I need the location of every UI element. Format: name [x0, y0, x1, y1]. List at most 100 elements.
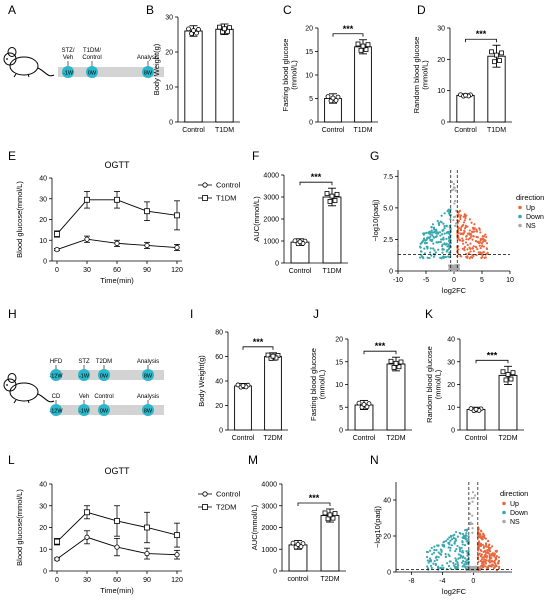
point-up [463, 215, 466, 218]
point-up [475, 230, 479, 233]
point-down [449, 567, 452, 570]
y-tick-label: 20 [215, 403, 223, 410]
x-tick-label: T2DM [263, 435, 282, 442]
legend-marker [502, 519, 506, 524]
point-up [480, 553, 484, 556]
data-point [510, 370, 516, 376]
line-chart-L: OGTT 0 10 20 30 40 Blood glucose(mmol/L) 0 30 60 9… [15, 466, 241, 595]
point-up [484, 233, 487, 236]
y-tick-label: 0 [387, 570, 391, 577]
y-tick-label: 60 [215, 354, 223, 361]
point-down [443, 242, 446, 245]
point-down [442, 222, 445, 225]
point-down [461, 551, 465, 554]
data-point [327, 512, 333, 518]
data-point [114, 544, 120, 550]
legend-marker [518, 223, 522, 228]
y-tick-label: 40 [39, 176, 47, 183]
timeline-dot [98, 404, 110, 416]
x-tick-label: 90 [143, 267, 151, 274]
legend-label: Up [526, 205, 535, 212]
point-ns [469, 512, 472, 515]
point-ns [471, 500, 474, 503]
point-ns [472, 496, 475, 500]
point-up [477, 540, 481, 543]
point-down [432, 242, 435, 245]
data-point [329, 193, 335, 199]
significance-label: *** [309, 493, 320, 503]
data-point [174, 244, 180, 251]
point-down [426, 245, 429, 249]
point-down [438, 231, 442, 234]
point-up [459, 228, 463, 232]
point-down [448, 536, 451, 539]
point-down [456, 565, 459, 569]
point-down [433, 249, 436, 252]
data-point [174, 552, 180, 558]
point-down [466, 542, 469, 545]
point-down [425, 231, 428, 234]
y-tick-label: 3000 [263, 195, 279, 202]
mouse-ear [7, 47, 17, 57]
significance-bracket [475, 359, 509, 364]
x-tick-label: T2DM [498, 435, 517, 442]
point-down [440, 214, 443, 217]
data-point [393, 360, 399, 366]
y-axis-label: Body Weight(g) [152, 43, 161, 95]
point-down [450, 544, 453, 547]
point-ns [455, 209, 458, 212]
point-up [480, 562, 483, 565]
point-down [461, 549, 464, 552]
point-down [445, 237, 448, 240]
data-point [290, 540, 296, 546]
y-tick-label: 40 [39, 482, 47, 489]
point-down [467, 565, 470, 568]
x-tick-label: Control [322, 127, 345, 134]
bar-chart-I: 0 20 40 60 80 Body Weight(g) Control T2DM *** [197, 330, 288, 442]
series-T1DM: T1DM [54, 191, 236, 238]
point-down [433, 548, 436, 552]
timeline-dot [142, 369, 154, 381]
timeline-dot-label: -1W [63, 71, 74, 77]
timeline-dot-label: 8W [144, 409, 153, 415]
panel-letter-I: I [190, 307, 193, 321]
point-up [488, 550, 491, 553]
point-up [481, 255, 484, 259]
y-axis-label: Blood glucose(mmol/L) [15, 489, 24, 566]
significance-bracket [465, 38, 497, 43]
point-down [442, 238, 445, 241]
point-up [493, 561, 496, 565]
timeline-dot-label: 8W [144, 374, 153, 380]
data-point [361, 402, 367, 407]
timeline-event-label: Control [82, 55, 101, 61]
y-axis-label-line: Fasting blood glucose [281, 39, 290, 112]
point-down [434, 235, 438, 239]
point-down [427, 561, 430, 564]
y-tick-label: 40 [215, 379, 223, 386]
timeline-event-label: T1DM/ [83, 48, 101, 54]
point-up [477, 240, 480, 243]
y-tick-label: 0 [389, 269, 393, 276]
point-down [464, 534, 467, 537]
point-ns [471, 491, 475, 494]
x-tick-label: Control [465, 435, 488, 442]
point-down [427, 231, 430, 234]
y-tick-label: 20 [383, 534, 391, 541]
data-point [463, 92, 468, 98]
legend-label: NS [510, 519, 520, 526]
point-up [493, 565, 496, 568]
point-down [423, 239, 427, 242]
y-tick-label: 4000 [263, 173, 279, 180]
point-down [461, 565, 464, 568]
point-down [450, 535, 453, 538]
point-up [462, 221, 466, 224]
data-point [332, 511, 338, 516]
significance-label: *** [343, 24, 354, 34]
y-axis-label-line: AUC(mmol/L) [250, 504, 259, 550]
data-point [84, 534, 90, 540]
y-axis-label-line: −log10(padj) [373, 506, 382, 548]
point-down [460, 561, 464, 564]
data-point [295, 542, 301, 547]
y-tick-label: 10 [39, 238, 47, 245]
point-down [448, 236, 451, 239]
